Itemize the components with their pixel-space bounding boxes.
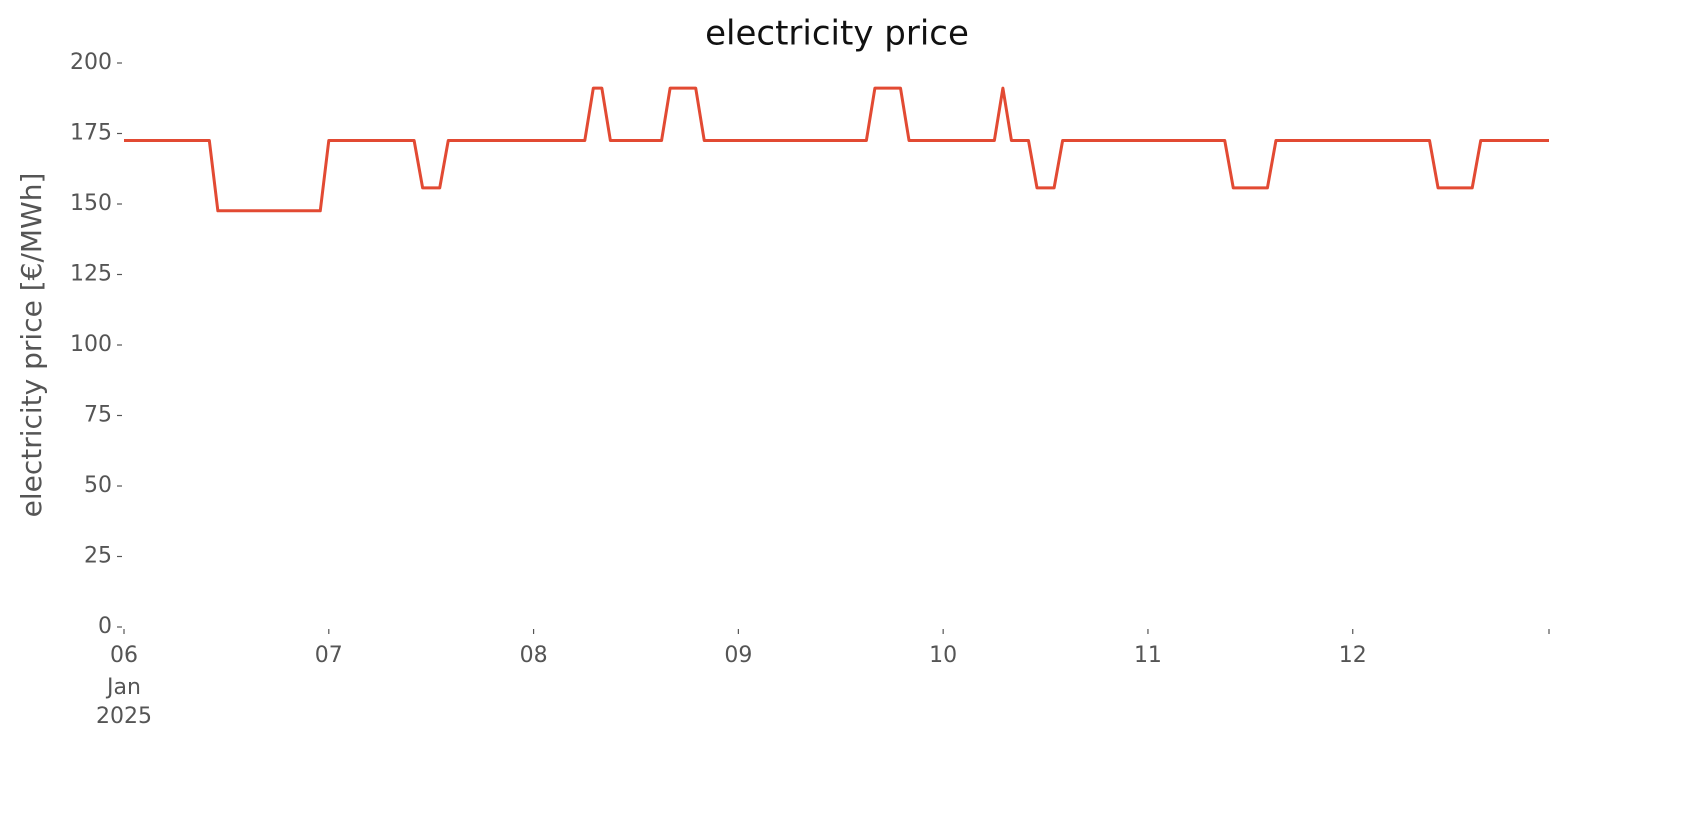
y-tick-label: 175 [70, 121, 112, 146]
chart-title: electricity price [705, 14, 969, 54]
y-tick-label: 0 [98, 614, 112, 639]
y-tick-label: 150 [70, 191, 112, 216]
y-tick-label: 200 [70, 50, 112, 75]
y-tick-label: 25 [84, 544, 112, 569]
y-tick-label: 75 [84, 403, 112, 428]
x-tick-label: 10 [929, 643, 957, 668]
x-tick-label: 11 [1134, 643, 1162, 668]
y-tick-label: 100 [70, 332, 112, 357]
x-year-label: 2025 [96, 704, 152, 729]
x-tick-label: 12 [1339, 643, 1367, 668]
x-tick-label: 06 [110, 643, 138, 668]
y-tick-label: 50 [84, 473, 112, 498]
price-line [124, 86, 1549, 213]
x-month-label: Jan [105, 675, 141, 700]
y-axis-label: electricity price [€/MWh] [15, 173, 48, 518]
x-tick-label: 08 [520, 643, 548, 668]
x-tick-label: 09 [724, 643, 752, 668]
x-tick-label: 07 [315, 643, 343, 668]
y-tick-label: 125 [70, 262, 112, 287]
